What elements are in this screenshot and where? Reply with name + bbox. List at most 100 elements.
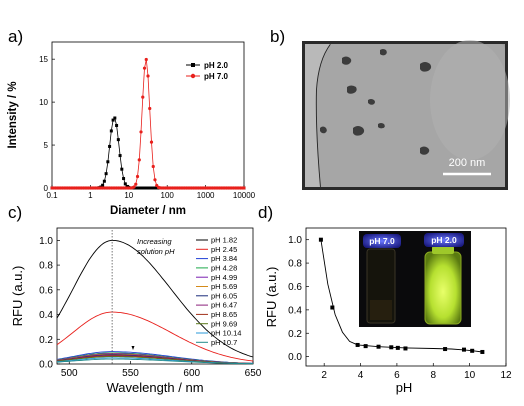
size-distribution-chart: 0.1 1 10 100 1000 10000 0 5 10 15 pH 2.0 pH 7.0 D… <box>7 41 256 217</box>
data-point <box>106 160 110 164</box>
y-tick-label: 0.4 <box>39 310 53 321</box>
x-tick-label: 500 <box>61 368 78 379</box>
data-point <box>242 186 246 190</box>
y-tick-label: 0 <box>44 184 49 193</box>
legend-label: pH 1.82 <box>211 236 237 245</box>
vial-label-ph2-bg <box>424 233 464 247</box>
y-axis-label: Intensity / % <box>7 81 19 148</box>
data-point <box>443 347 448 352</box>
data-point <box>151 186 155 190</box>
fluorescence-spectra-chart: 500 550 600 650 0.0 0.2 0.4 0.6 0.8 1.0 Increasin… <box>10 227 262 395</box>
annotation-line-2: solution pH <box>137 247 175 256</box>
y-tick-label: 0.8 <box>288 259 302 270</box>
x-axis-label: Wavelength / nm <box>106 380 203 395</box>
x-tick-label: 0.1 <box>46 191 58 200</box>
data-point <box>120 167 124 171</box>
vial-photo-inset: pH 7.0 pH 2.0 <box>359 231 471 327</box>
data-point <box>135 174 140 179</box>
data-point <box>148 186 152 190</box>
y-tick-label: 1.0 <box>288 235 302 246</box>
x-tick-label: 100 <box>161 191 175 200</box>
data-point <box>137 186 141 190</box>
data-point <box>363 344 368 349</box>
x-axis-label: Diameter / nm <box>110 205 186 217</box>
legend-label: pH 3.84 <box>211 254 237 263</box>
nanoparticles <box>320 49 432 155</box>
data-point <box>101 183 105 187</box>
data-point <box>355 342 360 347</box>
legend-label: pH 2.45 <box>211 245 237 254</box>
data-point <box>151 164 155 169</box>
scale-bar-label: 200 nm <box>449 157 486 169</box>
data-point <box>149 140 154 144</box>
x-tick-label: 10 <box>124 191 133 200</box>
legend-label: pH 8.65 <box>211 310 237 319</box>
data-point <box>389 345 394 350</box>
plot-frame <box>56 227 254 365</box>
data-point <box>153 178 157 182</box>
data-point <box>470 348 475 353</box>
data-point <box>115 123 119 127</box>
data-point <box>134 182 138 186</box>
vial-label-ph7-bg <box>363 234 401 248</box>
vial-ph2 <box>424 251 462 325</box>
x-tick-label: 10 <box>464 370 476 381</box>
spectrum-line <box>56 239 254 358</box>
x-tick-label: 1000 <box>197 191 215 200</box>
legend-label: pH 4.99 <box>211 273 237 282</box>
legend-label: pH 6.05 <box>211 291 237 300</box>
spectrum-line <box>56 358 253 365</box>
data-point <box>139 130 143 134</box>
legend-label: pH 10.14 <box>211 329 241 338</box>
y-tick-label: 0.8 <box>39 261 53 272</box>
panel-label-d: d) <box>258 203 273 222</box>
y-tick-label: 0.0 <box>39 360 53 371</box>
data-point <box>153 186 157 190</box>
x-tick-label: 10000 <box>233 191 256 200</box>
y-tick-label: 5 <box>44 141 49 150</box>
data-point <box>122 177 126 181</box>
legend-label: pH 4.28 <box>211 264 237 273</box>
data-point <box>143 186 147 190</box>
panel-label-b: b) <box>270 27 285 46</box>
x-tick-label: 600 <box>183 368 200 379</box>
increasing-ph-arrow <box>131 346 135 350</box>
vial-label-ph2: pH 2.0 <box>431 235 457 245</box>
x-tick-label: 2 <box>321 370 327 381</box>
y-tick-label: 0.2 <box>39 335 53 346</box>
data-point <box>108 144 112 148</box>
data-point <box>141 95 145 99</box>
legend-label: pH 5.69 <box>211 282 237 291</box>
x-tick-label: 650 <box>245 368 262 379</box>
legend: pH 2.0 pH 7.0 <box>186 61 229 81</box>
data-point <box>123 182 127 186</box>
data-point <box>104 172 108 176</box>
annotation-line-1: Increasing <box>137 237 172 246</box>
data-point <box>330 305 335 310</box>
panel-label-c: c) <box>8 203 22 222</box>
x-tick-label: 12 <box>500 370 512 381</box>
data-point <box>462 347 466 352</box>
data-point <box>118 154 122 158</box>
data-point <box>111 118 115 122</box>
data-point <box>102 179 106 183</box>
data-point <box>376 344 381 349</box>
legend-label-ph7: pH 7.0 <box>204 72 229 81</box>
spectrum-line <box>56 311 254 362</box>
panel-label-a: a) <box>8 27 23 46</box>
data-point <box>146 186 150 190</box>
legend-label-ph2: pH 2.0 <box>204 61 229 70</box>
data-point <box>146 74 150 78</box>
x-tick-label: 1 <box>88 191 93 200</box>
data-point <box>132 185 136 189</box>
data-point <box>109 129 113 133</box>
legend-marker-ph2 <box>191 63 195 67</box>
data-point <box>144 186 148 190</box>
y-tick-label: 15 <box>39 55 48 64</box>
y-tick-label: 0.0 <box>288 352 302 363</box>
y-tick-label: 10 <box>39 98 48 107</box>
y-tick-label: 0.4 <box>288 305 302 316</box>
data-point <box>136 186 140 190</box>
data-point <box>403 346 408 351</box>
